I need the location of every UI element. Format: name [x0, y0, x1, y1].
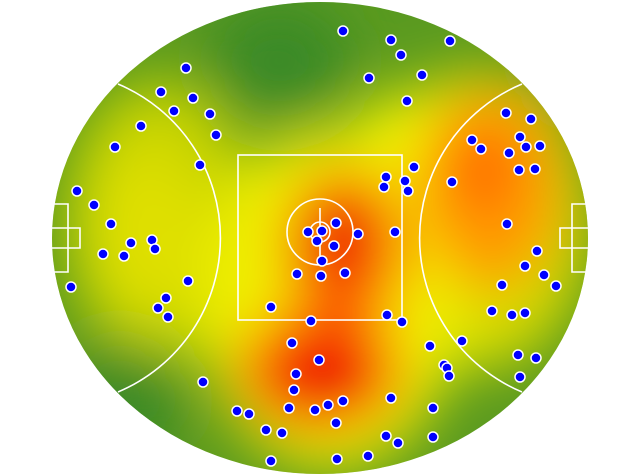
player-point: [503, 147, 515, 159]
player-point: [290, 368, 302, 380]
player-point: [402, 185, 414, 197]
player-point: [538, 269, 550, 281]
player-point: [291, 268, 303, 280]
player-point: [315, 270, 327, 282]
player-point: [530, 352, 542, 364]
player-point: [337, 395, 349, 407]
player-point: [339, 267, 351, 279]
player-point: [316, 225, 328, 237]
player-point: [500, 107, 512, 119]
player-point: [513, 164, 525, 176]
player-point: [118, 250, 130, 262]
player-point: [155, 86, 167, 98]
player-point: [149, 243, 161, 255]
player-point: [182, 275, 194, 287]
player-point: [443, 370, 455, 382]
player-point: [456, 335, 468, 347]
player-point: [444, 35, 456, 47]
player-point: [194, 159, 206, 171]
player-point: [466, 134, 478, 146]
player-point: [514, 131, 526, 143]
player-point: [288, 384, 300, 396]
player-point: [475, 143, 487, 155]
player-point: [265, 301, 277, 313]
player-point: [65, 281, 77, 293]
player-point: [385, 34, 397, 46]
player-point: [424, 340, 436, 352]
player-point: [330, 417, 342, 429]
player-point: [313, 354, 325, 366]
player-point: [363, 72, 375, 84]
player-point: [531, 245, 543, 257]
player-point: [408, 161, 420, 173]
player-point: [88, 199, 100, 211]
player-point: [512, 349, 524, 361]
player-point: [427, 402, 439, 414]
player-point: [231, 405, 243, 417]
player-point: [135, 120, 147, 132]
player-point: [501, 218, 513, 230]
player-point: [389, 226, 401, 238]
player-point: [260, 424, 272, 436]
player-point: [401, 95, 413, 107]
player-point: [519, 260, 531, 272]
player-point: [331, 453, 343, 465]
player-point: [525, 113, 537, 125]
player-point: [330, 217, 342, 229]
player-point: [152, 302, 164, 314]
player-point: [125, 237, 137, 249]
player-point: [550, 280, 562, 292]
player-point: [534, 140, 546, 152]
player-point: [399, 175, 411, 187]
player-point: [519, 307, 531, 319]
player-point: [311, 235, 323, 247]
player-point: [97, 248, 109, 260]
player-point: [265, 455, 277, 467]
player-point: [286, 337, 298, 349]
player-point: [328, 240, 340, 252]
player-point: [520, 141, 532, 153]
player-point: [380, 430, 392, 442]
player-point: [337, 25, 349, 37]
player-point: [506, 309, 518, 321]
player-point: [496, 279, 508, 291]
player-point: [446, 176, 458, 188]
player-point: [309, 404, 321, 416]
player-point: [71, 185, 83, 197]
player-point: [427, 431, 439, 443]
player-point: [162, 311, 174, 323]
player-point: [416, 69, 428, 81]
player-point: [276, 427, 288, 439]
player-point: [105, 218, 117, 230]
player-point: [381, 309, 393, 321]
player-point: [322, 399, 334, 411]
player-point: [283, 402, 295, 414]
player-point: [168, 105, 180, 117]
field-lines: [52, 83, 588, 393]
player-point: [180, 62, 192, 74]
player-point: [514, 371, 526, 383]
player-point: [385, 392, 397, 404]
player-point: [378, 181, 390, 193]
player-point: [197, 376, 209, 388]
player-point: [396, 316, 408, 328]
player-point: [204, 108, 216, 120]
player-point: [210, 129, 222, 141]
player-point: [395, 49, 407, 61]
player-point: [187, 92, 199, 104]
player-point: [529, 163, 541, 175]
player-point: [486, 305, 498, 317]
player-point: [160, 292, 172, 304]
player-point: [362, 450, 374, 462]
player-point: [302, 226, 314, 238]
player-point: [380, 171, 392, 183]
player-point: [316, 255, 328, 267]
player-point: [392, 437, 404, 449]
player-point: [109, 141, 121, 153]
player-point: [243, 408, 255, 420]
player-point: [305, 315, 317, 327]
player-point: [352, 228, 364, 240]
